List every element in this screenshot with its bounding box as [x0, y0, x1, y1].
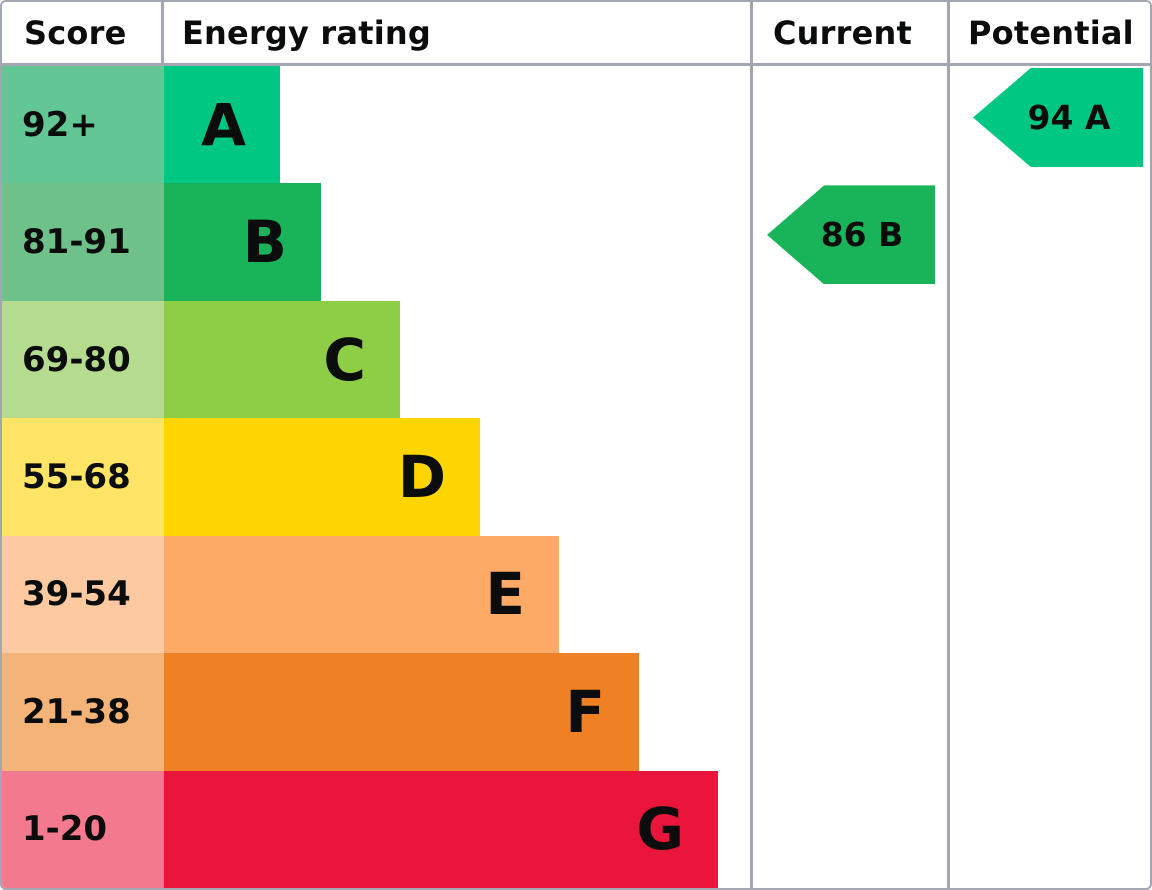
band-row-d: 55-68 [2, 418, 164, 536]
score-header: Score [2, 2, 164, 66]
score-cell-g: 1-20 [2, 770, 164, 888]
potential-arrow-label: 94 A [1027, 98, 1111, 137]
rating-bar-g: G [164, 770, 718, 888]
rating-bar-d: D [164, 418, 480, 536]
score-cell-d: 55-68 [2, 418, 164, 536]
band-row-c: 69-80 [2, 300, 164, 419]
current-header: Current [753, 2, 947, 66]
band-row-e: 39-54 [2, 535, 164, 654]
rating-bar-e: E [164, 535, 559, 654]
rating-bar-a: A [164, 66, 280, 184]
current-column: Current 86 B [753, 2, 950, 888]
band-row-b: 81-91 [2, 183, 164, 301]
potential-header: Potential [950, 2, 1150, 66]
band-row-a: 92+ [2, 66, 164, 184]
current-arrow-label: 86 B [820, 215, 904, 255]
rating-bar-row-f: F [164, 653, 750, 771]
score-cell-a: 92+ [2, 66, 164, 184]
score-column: Score 92+ 81-91 69-80 55-68 39-54 21-38 … [2, 2, 164, 888]
rating-bar-b: B [164, 183, 321, 301]
rating-bar-c: C [164, 300, 400, 419]
band-row-f: 21-38 [2, 653, 164, 771]
potential-arrow: 94 A [973, 68, 1143, 167]
score-cell-e: 39-54 [2, 535, 164, 654]
rating-bar-row-d: D [164, 418, 750, 536]
band-row-g: 1-20 [2, 770, 164, 888]
rating-bar-row-b: B [164, 183, 750, 301]
rating-bar-f: F [164, 653, 639, 771]
score-cell-c: 69-80 [2, 300, 164, 419]
current-arrow: 86 B [767, 185, 935, 285]
energy-rating-header: Energy rating [164, 2, 750, 66]
rating-bar-row-c: C [164, 300, 750, 419]
energy-rating-column: Energy rating A B C D E F G [164, 2, 753, 888]
rating-bar-row-a: A [164, 66, 750, 184]
rating-bar-row-e: E [164, 535, 750, 654]
score-cell-f: 21-38 [2, 653, 164, 771]
rating-bar-row-g: G [164, 770, 750, 888]
potential-column: Potential 94 A [950, 2, 1150, 888]
score-cell-b: 81-91 [2, 183, 164, 301]
